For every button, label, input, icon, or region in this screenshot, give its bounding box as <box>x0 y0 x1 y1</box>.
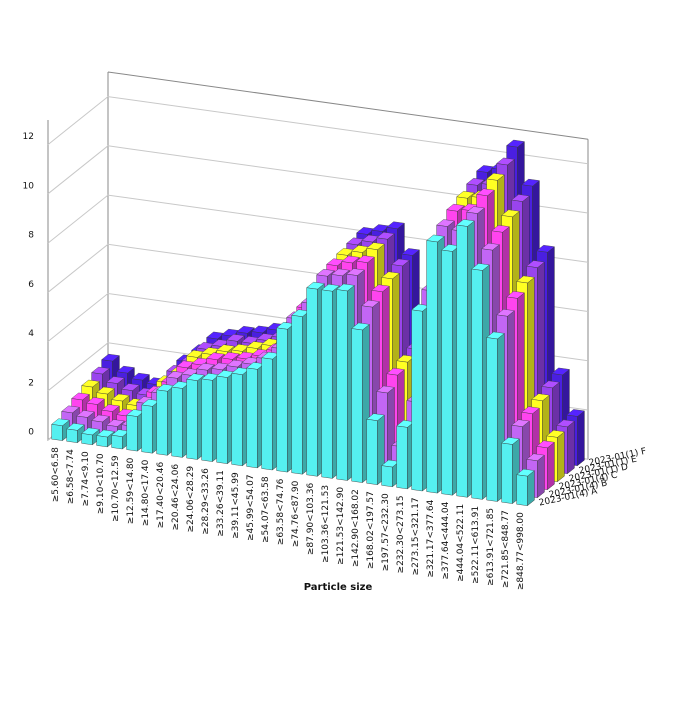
x-tick-label: ≥33.26<39.11 <box>216 470 226 537</box>
bar-front <box>156 389 168 456</box>
bar-front <box>246 367 258 469</box>
bar-front <box>321 289 333 479</box>
y-tick-label: 2 <box>28 378 34 388</box>
y-tick-label: 10 <box>23 181 35 191</box>
y-tick-label: 0 <box>28 428 34 438</box>
bar-front <box>456 224 468 498</box>
x-tick-label: ≥6.58<7.74 <box>66 449 76 504</box>
x-tick-label: ≥321.17<377.64 <box>426 499 436 577</box>
bar-front <box>516 474 528 506</box>
x-tick-label: ≥522.11<613.91 <box>471 506 481 584</box>
y-tick-label: 4 <box>28 329 34 339</box>
bar-front <box>171 386 183 458</box>
axis-wall <box>107 71 589 140</box>
bar-front <box>351 328 363 483</box>
x-tick-label: ≥14.80<17.40 <box>141 459 151 526</box>
bar-front <box>501 442 513 504</box>
x-tick-label: ≥7.74<9.10 <box>81 451 91 506</box>
x-tick-label: ≥17.40<20.46 <box>156 462 166 529</box>
x-tick-label: ≥54.07<63.58 <box>261 476 271 543</box>
bar <box>516 468 535 507</box>
x-tick-label: ≥273.15<321.17 <box>411 497 421 575</box>
bar-front <box>291 314 303 475</box>
x-tick-label: ≥74.76<87.90 <box>291 480 301 547</box>
x-tick-label: ≥28.29<33.26 <box>201 468 211 535</box>
bar-front <box>66 428 78 443</box>
grid-line <box>47 145 589 214</box>
bar-front <box>486 337 498 502</box>
bar-front <box>51 424 63 441</box>
x-tick-label: ≥9.10<10.70 <box>96 453 106 514</box>
x-tick-label: ≥10.70<12.59 <box>111 455 121 522</box>
x-tick-label: ≥444.04<522.11 <box>456 504 466 582</box>
bar-front <box>231 372 243 467</box>
bar-front <box>111 434 123 450</box>
grid-line <box>47 96 589 165</box>
bar-front <box>411 309 423 492</box>
bar-front <box>81 433 93 446</box>
bar-front <box>381 465 393 488</box>
bar-front <box>276 327 288 473</box>
x-tick-label: ≥142.90<168.02 <box>351 489 361 567</box>
x-tick-label: ≥87.90<103.36 <box>306 483 316 556</box>
y-tick-label: 12 <box>23 132 34 142</box>
x-tick-label: ≥721.85<848.77 <box>501 510 511 588</box>
x-tick-label: ≥45.99<54.07 <box>246 474 256 541</box>
y-tick-label: 8 <box>28 231 34 241</box>
bar-side <box>527 470 535 507</box>
x-axis-label: Particle size <box>304 582 373 593</box>
x-tick-label: ≥197.57<232.30 <box>381 493 391 571</box>
bar-side <box>547 441 555 491</box>
bar-front <box>426 240 438 494</box>
bar-front <box>366 418 378 485</box>
bar-front <box>201 378 213 462</box>
bar-front <box>186 378 198 460</box>
bar-front <box>336 289 348 481</box>
bar-front <box>126 414 138 452</box>
x-tick-label: ≥24.06<28.29 <box>186 466 196 533</box>
x-tick-label: ≥848.77<998.00 <box>516 512 526 590</box>
x-tick-label: ≥232.30<273.15 <box>396 495 406 573</box>
bar-front <box>216 375 228 464</box>
bar-front <box>96 435 108 448</box>
x-tick-label: ≥121.53<142.90 <box>336 487 346 565</box>
bar-front <box>141 404 153 454</box>
bar-front <box>471 268 483 500</box>
x-tick-label: ≥39.11<45.99 <box>231 472 241 539</box>
x-tick-label: ≥168.02<197.57 <box>366 491 376 569</box>
y-tick-label: 6 <box>28 280 34 290</box>
bar-side <box>557 431 565 483</box>
bar-side <box>577 410 585 467</box>
bar-front <box>306 287 318 477</box>
x-tick-label: ≥12.59<14.80 <box>126 457 136 524</box>
x-tick-label: ≥613.91<721.85 <box>486 508 496 586</box>
bar <box>96 429 115 448</box>
bar-front <box>441 249 453 496</box>
x-tick-label: ≥20.46<24.06 <box>171 464 181 531</box>
bar-front <box>396 425 408 490</box>
x-tick-label: ≥63.58<74.76 <box>276 478 286 545</box>
bar-side <box>537 454 545 499</box>
x-tick-label: ≥103.36<121.53 <box>321 485 331 563</box>
x-tick-label: ≥5.60<6.58 <box>51 447 61 502</box>
x-tick-label: ≥377.64<444.04 <box>441 501 451 579</box>
bar-side <box>567 420 575 475</box>
bar-front <box>261 357 273 471</box>
bar <box>81 427 100 446</box>
